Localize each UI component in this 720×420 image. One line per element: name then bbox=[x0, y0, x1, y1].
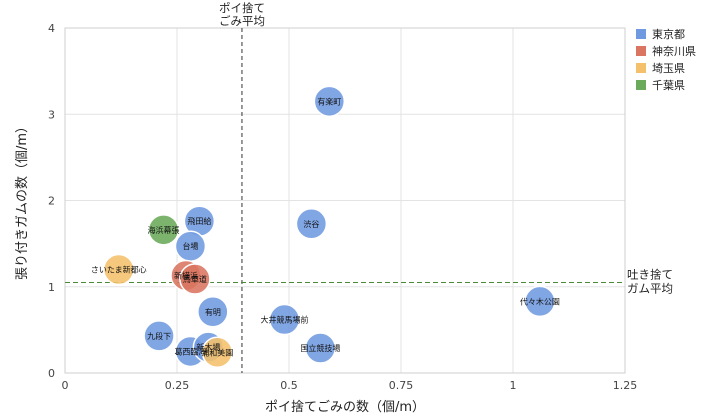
x-axis-title: ポイ捨てごみの数（個/m） bbox=[265, 399, 425, 415]
data-point-marker bbox=[147, 214, 180, 246]
data-point-label: 代々木公園 bbox=[520, 296, 560, 306]
legend-swatch bbox=[636, 29, 646, 39]
legend-label: 東京都 bbox=[652, 27, 685, 41]
data-point-label: 新横浜 bbox=[174, 271, 198, 281]
y-tick-label: 1 bbox=[48, 281, 55, 294]
data-point-marker bbox=[313, 85, 346, 118]
x-tick-label: 0.5 bbox=[280, 379, 298, 392]
legend-swatch bbox=[636, 46, 646, 56]
data-point-marker bbox=[197, 296, 229, 328]
legend-label: 千葉県 bbox=[652, 78, 685, 92]
data-point-marker bbox=[268, 303, 301, 336]
data-point-marker bbox=[295, 208, 328, 240]
data-point-label: 飛田給 bbox=[187, 216, 211, 226]
data-point-marker bbox=[304, 332, 337, 364]
data-point-label: 国立競技場 bbox=[300, 343, 340, 353]
data-point-label: 大井競馬場前 bbox=[261, 315, 309, 325]
data-point-label: 新木場 bbox=[196, 342, 220, 352]
data-point-marker bbox=[143, 320, 175, 352]
x-mean-label: ポイ捨て bbox=[219, 1, 265, 15]
legend-label: 神奈川県 bbox=[652, 44, 696, 58]
x-tick-label: 0.25 bbox=[165, 379, 190, 392]
x-tick-label: 0 bbox=[62, 379, 69, 392]
data-point-label: 有明 bbox=[205, 307, 221, 317]
axis-ticks: 0 0.25 0.5 0.75 1 1.25 0 1 2 3 4 bbox=[48, 22, 637, 392]
data-point-marker bbox=[179, 263, 211, 295]
data-point-label: 海浜幕張 bbox=[148, 225, 180, 235]
y-tick-label: 2 bbox=[48, 195, 55, 208]
y-tick-label: 3 bbox=[48, 108, 55, 121]
x-tick-label: 0.75 bbox=[389, 379, 414, 392]
data-point-label: 渋谷 bbox=[303, 219, 319, 229]
data-point-marker bbox=[524, 285, 556, 318]
x-mean-label: ごみ平均 bbox=[219, 14, 265, 28]
legend-label: 埼玉県 bbox=[652, 61, 685, 75]
y-tick-label: 0 bbox=[48, 367, 55, 380]
data-point-marker bbox=[103, 253, 135, 286]
data-point-label: さいたま新都心 bbox=[91, 265, 147, 275]
y-tick-label: 4 bbox=[48, 22, 55, 35]
data-point-label: 有楽町 bbox=[317, 96, 341, 106]
data-point-label: 台場 bbox=[182, 241, 198, 251]
x-tick-label: 1 bbox=[510, 379, 517, 392]
data-point-label: 九段下 bbox=[147, 331, 171, 341]
plot-frame bbox=[64, 27, 626, 374]
data-point-label: 浦和美園 bbox=[201, 347, 233, 357]
data-point-marker bbox=[201, 336, 234, 369]
gridlines bbox=[64, 27, 626, 374]
legend-swatch bbox=[636, 80, 646, 90]
y-mean-label: ガム平均 bbox=[627, 281, 673, 295]
y-mean-label: 吐き捨て bbox=[627, 267, 673, 281]
x-tick-label: 1.25 bbox=[613, 379, 638, 392]
data-point-label: 葛西臨海 bbox=[174, 346, 206, 356]
data-point-label: 馬車道 bbox=[183, 274, 207, 284]
y-axis-title: 張り付きガムの数（個/m） bbox=[15, 120, 30, 280]
legend-swatch bbox=[636, 63, 646, 73]
